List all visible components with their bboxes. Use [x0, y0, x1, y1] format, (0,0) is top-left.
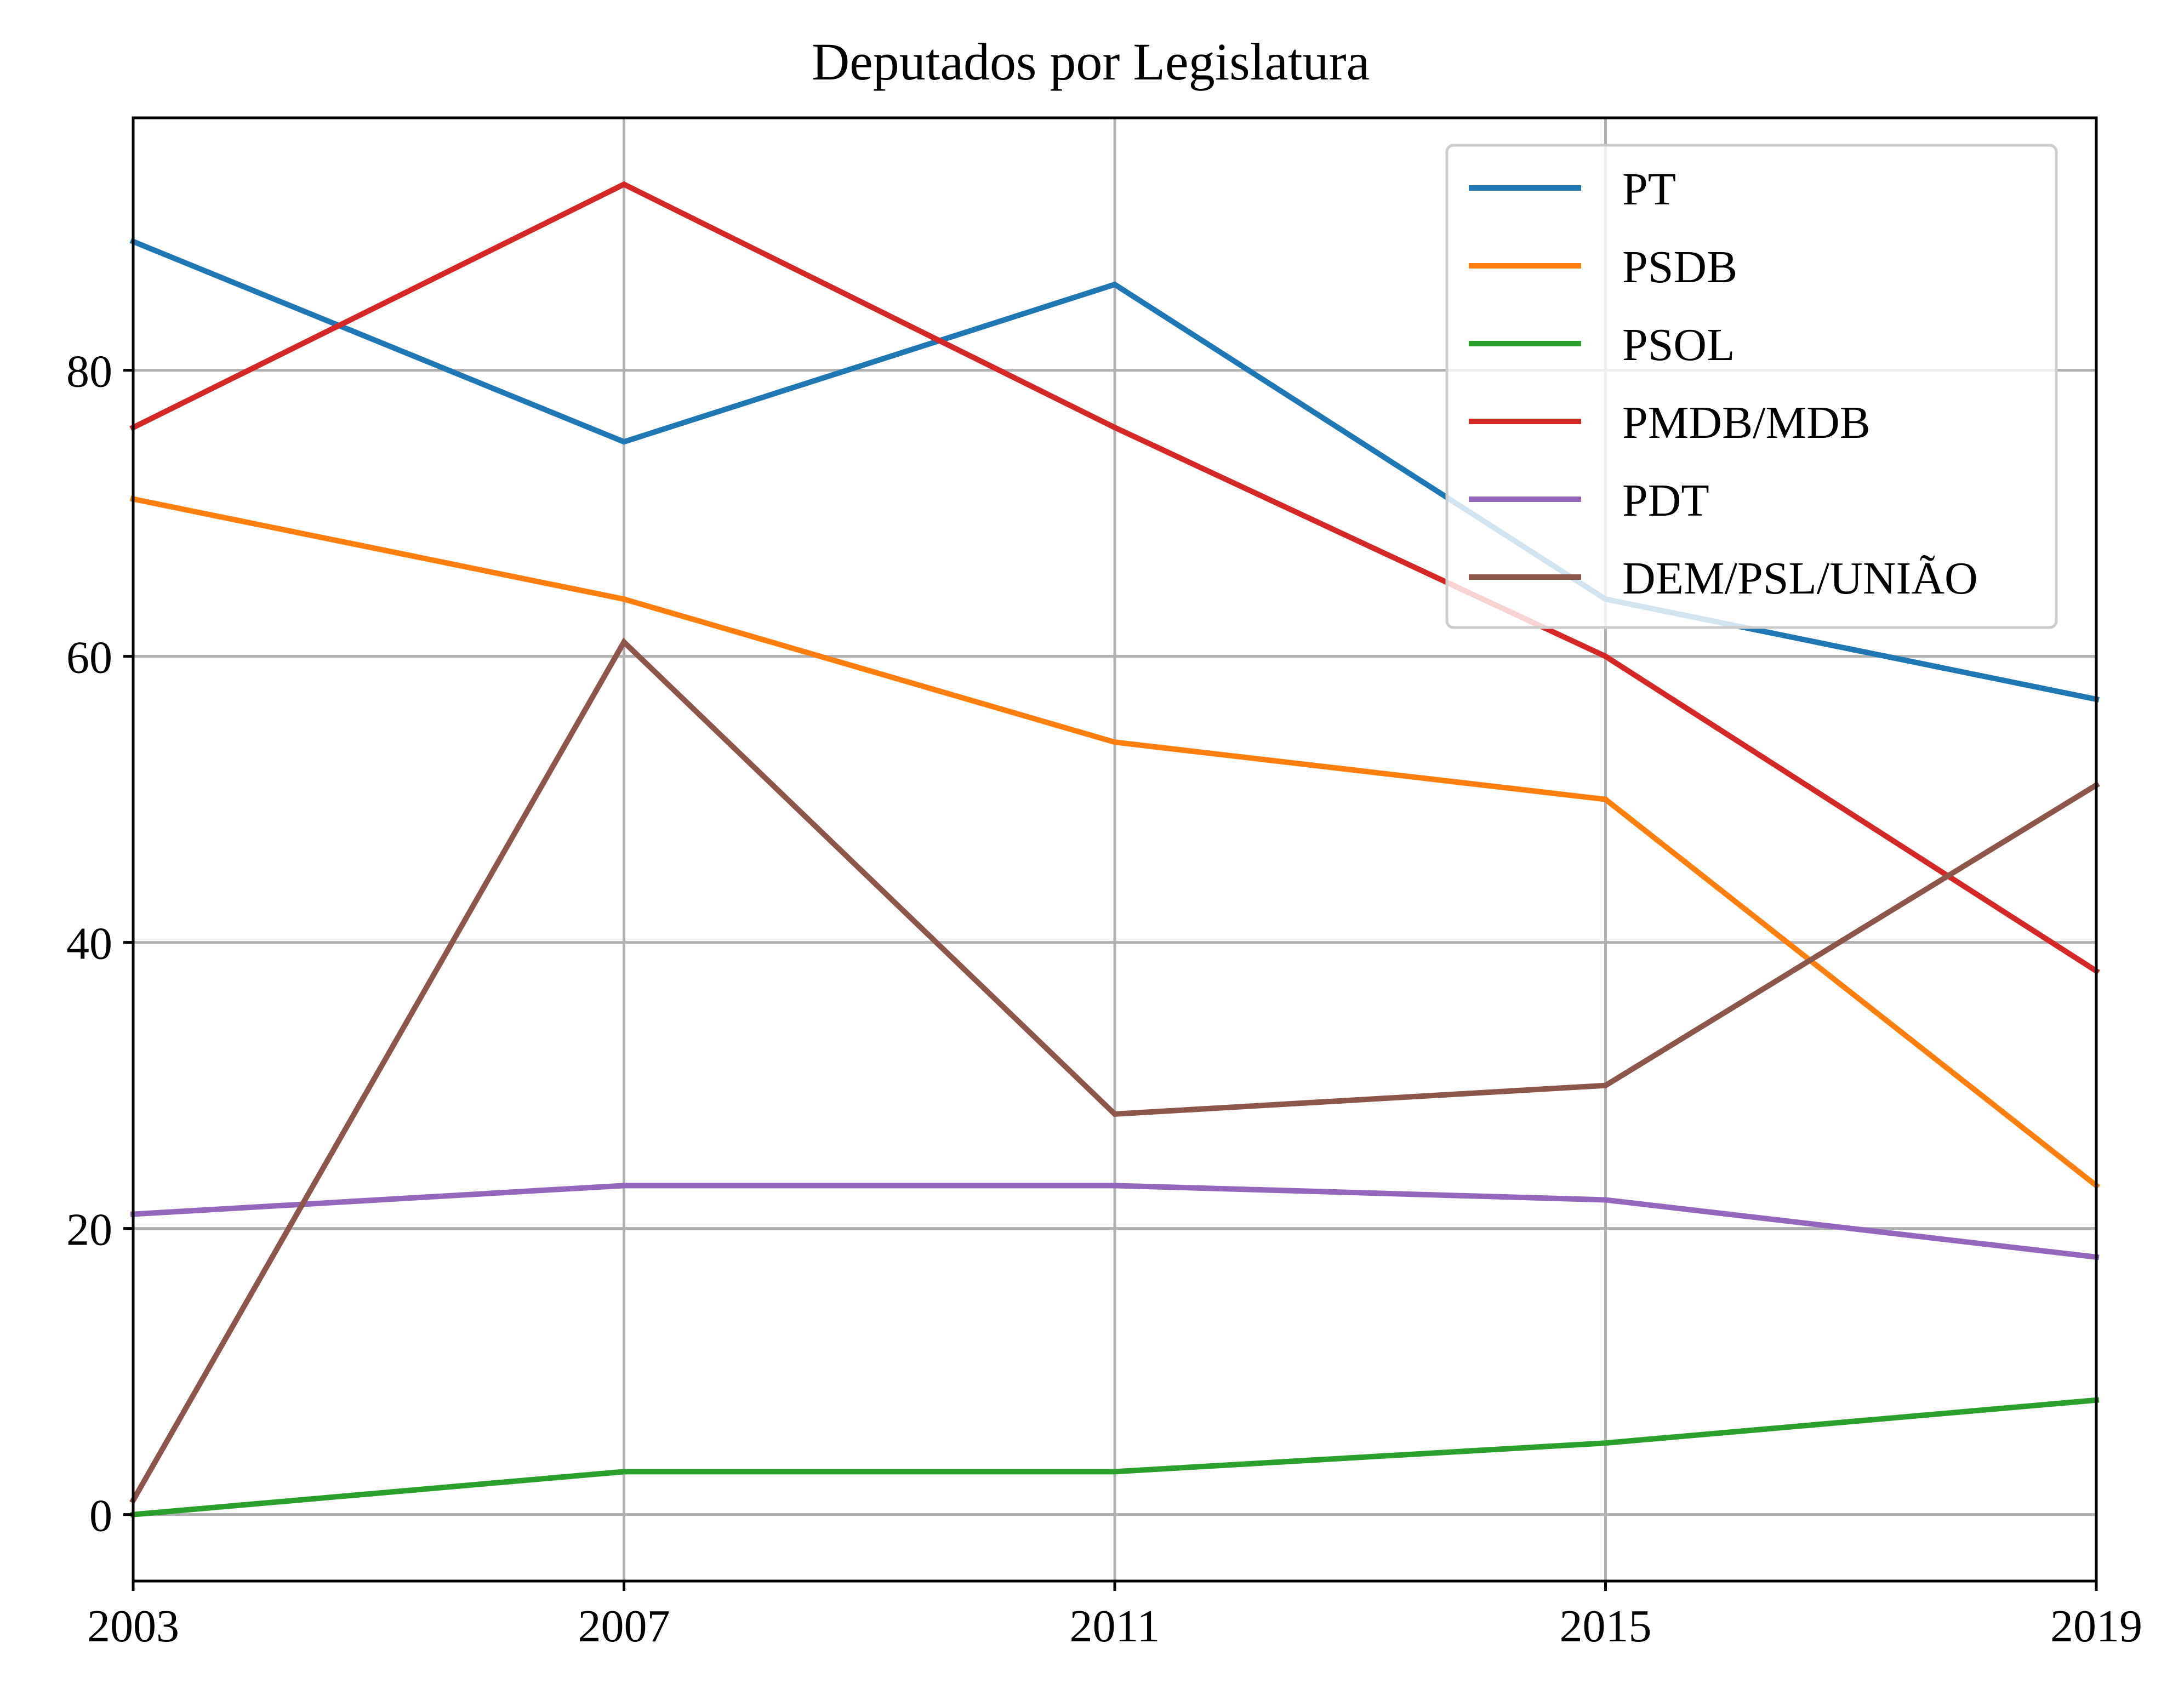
legend-label-psol: PSOL — [1622, 319, 1735, 370]
legend-label-pdt: PDT — [1622, 475, 1709, 526]
legend-label-pt: PT — [1622, 164, 1676, 215]
x-tick-label: 2015 — [1560, 1601, 1652, 1652]
y-tick-label: 0 — [89, 1491, 112, 1542]
y-tick-label: 20 — [66, 1205, 112, 1256]
axis-ticks: 2003 2007 2011 2015 2019 0 20 40 60 80 — [66, 346, 2142, 1652]
legend-box — [1445, 144, 2058, 629]
series-line-pdt — [130, 1183, 2100, 1260]
series-lines — [129, 181, 2101, 1518]
series-line-pt — [129, 238, 2100, 703]
y-tick-label: 60 — [66, 632, 112, 683]
series-line-psdb — [130, 495, 2101, 1190]
legend-label-psdb: PSDB — [1622, 242, 1737, 293]
x-tick-label: 2019 — [2050, 1601, 2142, 1652]
series-line-pmdb-mdb — [129, 181, 2100, 975]
series-line-psol — [130, 1397, 2100, 1518]
x-tick-label: 2011 — [1070, 1601, 1160, 1652]
legend-label-pmdb-mdb: PMDB/MDB — [1622, 397, 1871, 448]
chart-title: Deputados por Legislatura — [812, 32, 1370, 91]
series-line-dem-psl-uni-o — [129, 637, 2100, 1504]
y-tick-label: 40 — [66, 918, 112, 969]
y-tick-label: 80 — [66, 346, 112, 397]
x-tick-label: 2007 — [578, 1601, 670, 1652]
x-tick-label: 2003 — [87, 1601, 179, 1652]
legend-label-dem-psl-uni-o: DEM/PSL/UNIÃO — [1622, 553, 1978, 604]
legend: PT PSDB PSOL PMDB/MDB PDT DEM/PSL/UNIÃO — [1445, 144, 2058, 629]
